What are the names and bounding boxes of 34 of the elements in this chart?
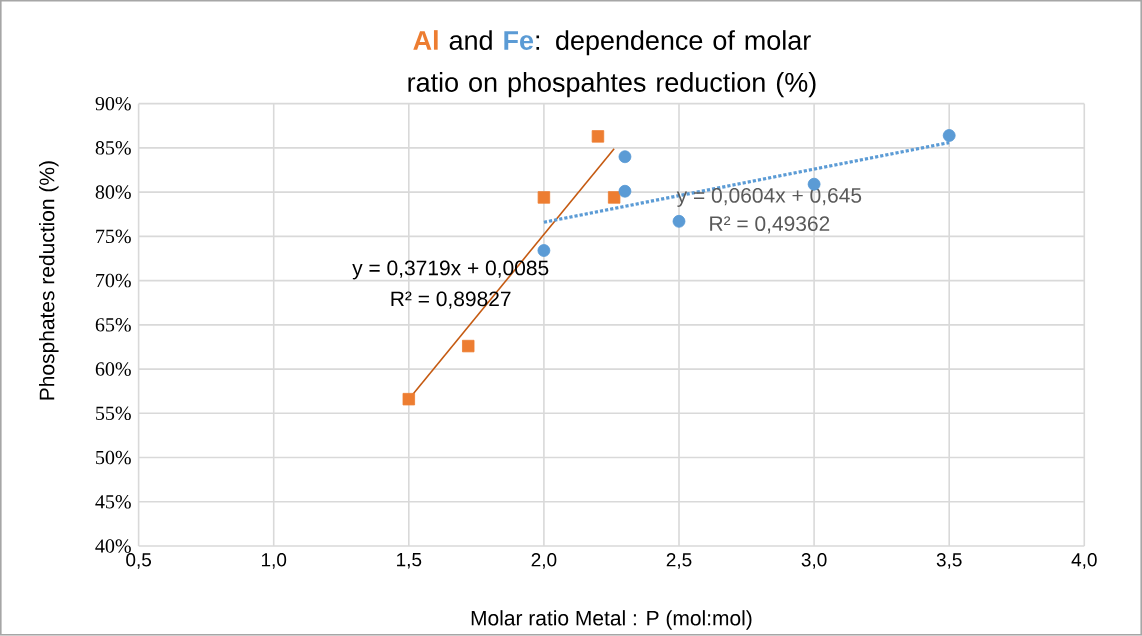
annotation: y = 0,0604x + 0,645 [676, 188, 862, 208]
x-tick-label: 0,5 [126, 553, 152, 569]
point [591, 130, 605, 143]
point [402, 393, 415, 406]
y-tick-label: 55% [96, 406, 131, 421]
x-tick-label: 2,5 [666, 553, 692, 569]
y-tick-label: 60% [95, 362, 131, 376]
chart-title: Al and Fe: dependence of molar ratio on phospahtes reduction (%) [408, 30, 816, 98]
point [537, 244, 551, 258]
point [462, 340, 475, 353]
point [607, 191, 621, 204]
point [618, 184, 632, 198]
y-tick-label: 90% [95, 97, 131, 111]
y-tick-label: 75% [96, 229, 131, 244]
x-tick-label: 1,0 [261, 553, 287, 569]
y-tick-label: 40% [95, 539, 131, 553]
point [942, 129, 956, 143]
x-tick-label: 3,0 [801, 553, 827, 569]
x-tick-label: 2,0 [531, 553, 557, 569]
y-tick-label: 85% [95, 141, 131, 155]
x-tick-label: 4,0 [1071, 553, 1097, 569]
x-tick-label: 3,5 [936, 553, 962, 569]
y-axis-title: Phosphates reduction (%) [39, 161, 59, 400]
y-tick-label: 65% [95, 318, 131, 332]
y-tick-label: 80% [95, 185, 131, 200]
y-tick-label: 50% [96, 450, 131, 465]
point [618, 150, 632, 164]
point [672, 215, 686, 228]
x-axis-title: Molar ratio Metal : P (mol:mol) [471, 610, 752, 630]
y-tick-label: 70% [96, 273, 131, 288]
point [537, 191, 551, 204]
y-tick-label: 45% [95, 495, 131, 509]
x-tick-label: 1,5 [397, 553, 422, 569]
annotation: R² = 0,49362 [710, 216, 830, 234]
